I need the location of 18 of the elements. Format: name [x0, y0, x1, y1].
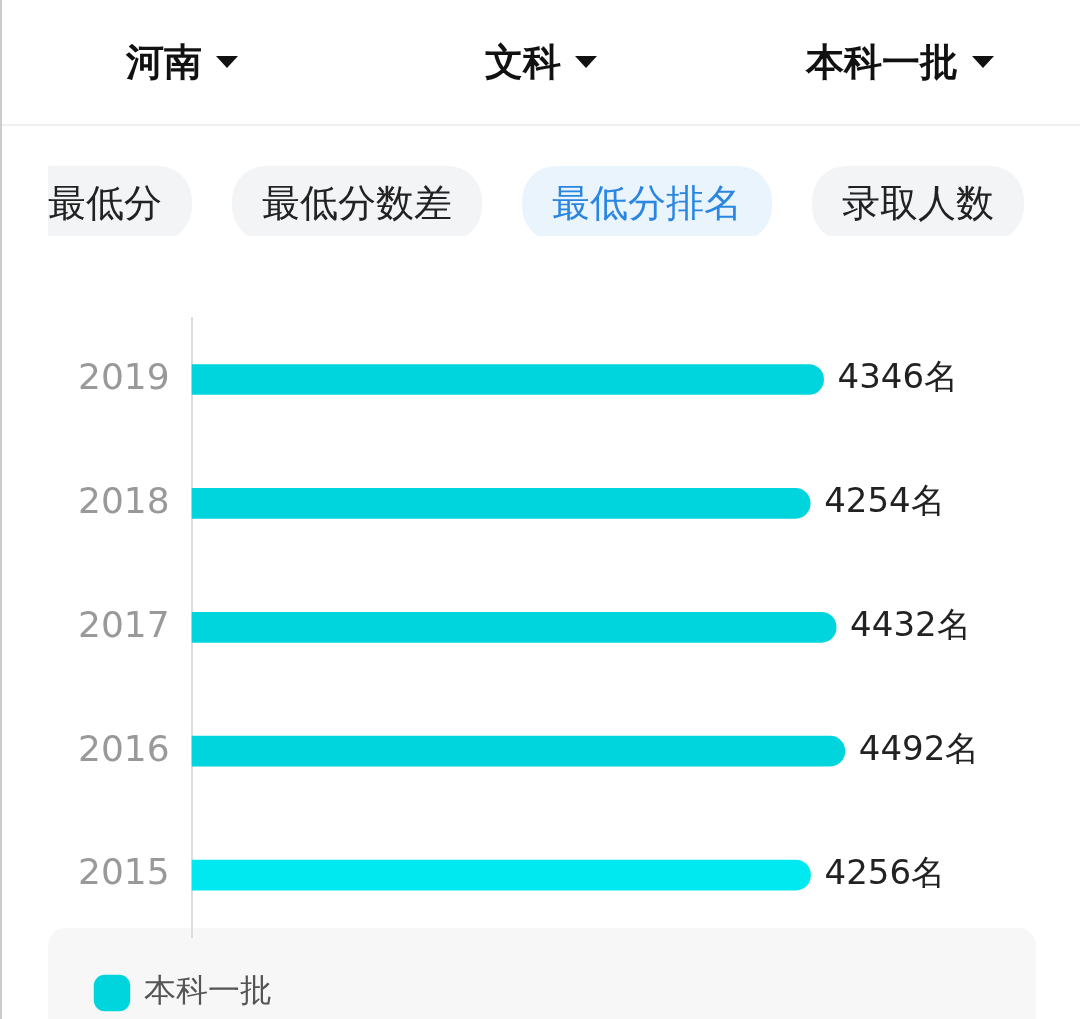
text: 最低分排名 — [551, 180, 743, 227]
data-label: 4254名 — [824, 480, 945, 521]
data-label: 4256名 — [824, 851, 946, 892]
text: 录取人数 — [841, 180, 995, 227]
text: 最低分 — [47, 180, 163, 227]
legend-label: 本科一批 — [144, 971, 272, 1010]
y-tick-label: 2017 — [77, 603, 170, 645]
y-tick-label: 2018 — [77, 479, 170, 521]
text: 河南 — [125, 38, 202, 86]
text: 本科一批 — [806, 38, 959, 86]
text: 文科 — [484, 38, 561, 86]
data-label: 4346名 — [837, 356, 959, 397]
y-tick-label: 2019 — [77, 355, 170, 397]
y-tick-label: 2016 — [77, 727, 170, 769]
data-label: 4432名 — [850, 604, 971, 645]
y-tick-label: 2015 — [77, 851, 170, 893]
data-label: 4492名 — [858, 728, 980, 769]
text: 最低分数差 — [261, 180, 453, 227]
